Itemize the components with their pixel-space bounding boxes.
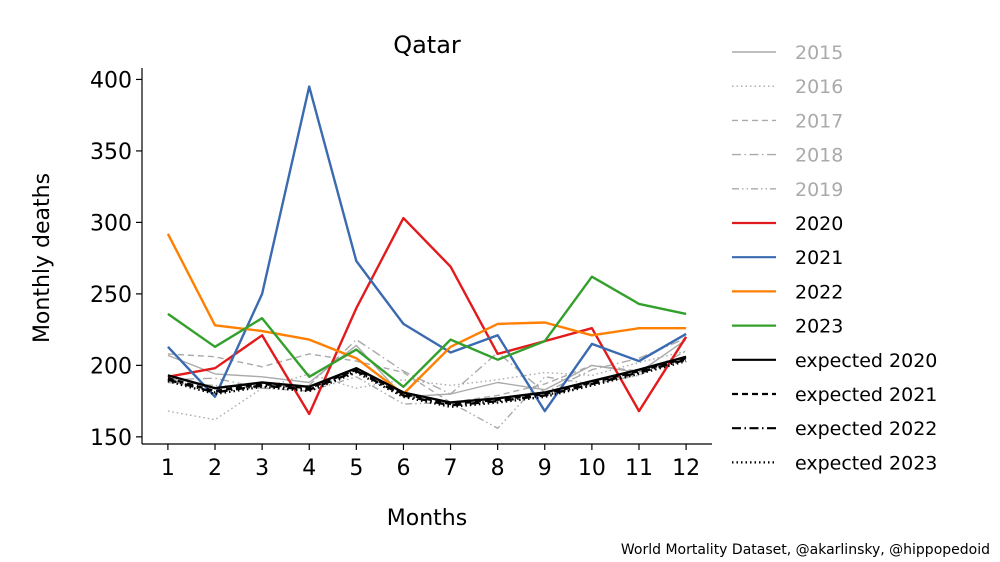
chart-title: Qatar [393,31,461,59]
legend-label: expected 2023 [795,452,937,474]
x-tick-label: 2 [208,456,222,481]
y-tick-label: 250 [90,283,132,308]
legend-label: 2017 [795,110,843,132]
x-tick-label: 5 [349,456,363,481]
x-tick-label: 1 [161,456,175,481]
x-axis-label: Months [387,506,467,531]
legend-label: 2023 [795,316,843,338]
series-line-expected-2021 [167,357,687,406]
x-tick-label: 12 [672,456,700,481]
legend-label: 2021 [795,247,843,269]
x-tick-label: 10 [578,456,606,481]
legend-label: 2022 [795,281,843,303]
series-line-2021 [167,85,687,413]
legend-label: 2018 [795,145,843,167]
x-tick-label: 6 [396,456,410,481]
series-line-2022 [166,233,687,396]
y-tick-label: 350 [90,140,132,165]
legend: 2015 2016 2017 2018 2019 2020 2021 2022 2023 expe… [732,42,937,474]
series-line-2023 [167,275,687,388]
series-line-expected-2022 [167,358,687,407]
x-tick-label: 8 [491,456,505,481]
legend-label: 2015 [795,42,843,64]
x-tick-label: 4 [302,456,316,481]
legend-label: 2016 [795,76,843,98]
legend-label: 2019 [795,179,843,201]
legend-label: expected 2021 [795,384,937,406]
x-tick-label: 7 [444,456,458,481]
y-axis: 150 200 250 300 350 400 [90,68,143,451]
x-tick-label: 9 [538,456,552,481]
series-line-expected-2023 [167,359,687,408]
legend-label: expected 2020 [795,350,937,372]
series-line-2020 [167,216,688,416]
series-line-expected-2020 [167,355,687,404]
y-tick-label: 400 [90,68,132,93]
plot-lines [166,85,688,429]
series-line-2016 [167,350,687,421]
legend-label: expected 2022 [795,418,937,440]
series-line-2017 [167,353,687,404]
y-tick-label: 300 [90,211,132,236]
x-tick-label: 3 [255,456,269,481]
y-tick-label: 200 [90,354,132,379]
credit-text: World Mortality Dataset, @akarlinsky, @h… [620,542,990,558]
x-tick-label: 11 [625,456,653,481]
y-axis-label: Monthly deaths [30,173,55,343]
y-tick-label: 150 [90,426,132,451]
legend-label: 2020 [795,213,843,235]
x-axis: 1 2 3 4 5 6 7 8 9 10 11 12 [142,443,712,481]
